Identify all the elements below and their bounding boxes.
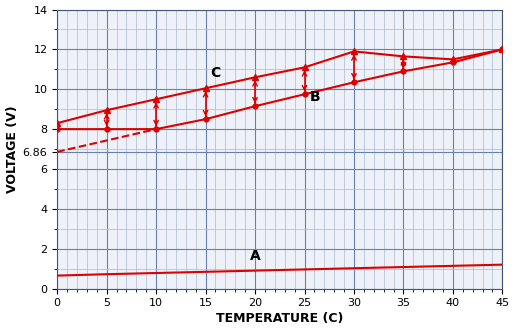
- Text: A: A: [250, 249, 261, 263]
- Text: C: C: [211, 66, 221, 80]
- Text: B: B: [310, 90, 320, 104]
- Y-axis label: VOLTAGE (V): VOLTAGE (V): [6, 105, 19, 193]
- X-axis label: TEMPERATURE (C): TEMPERATURE (C): [216, 312, 344, 325]
